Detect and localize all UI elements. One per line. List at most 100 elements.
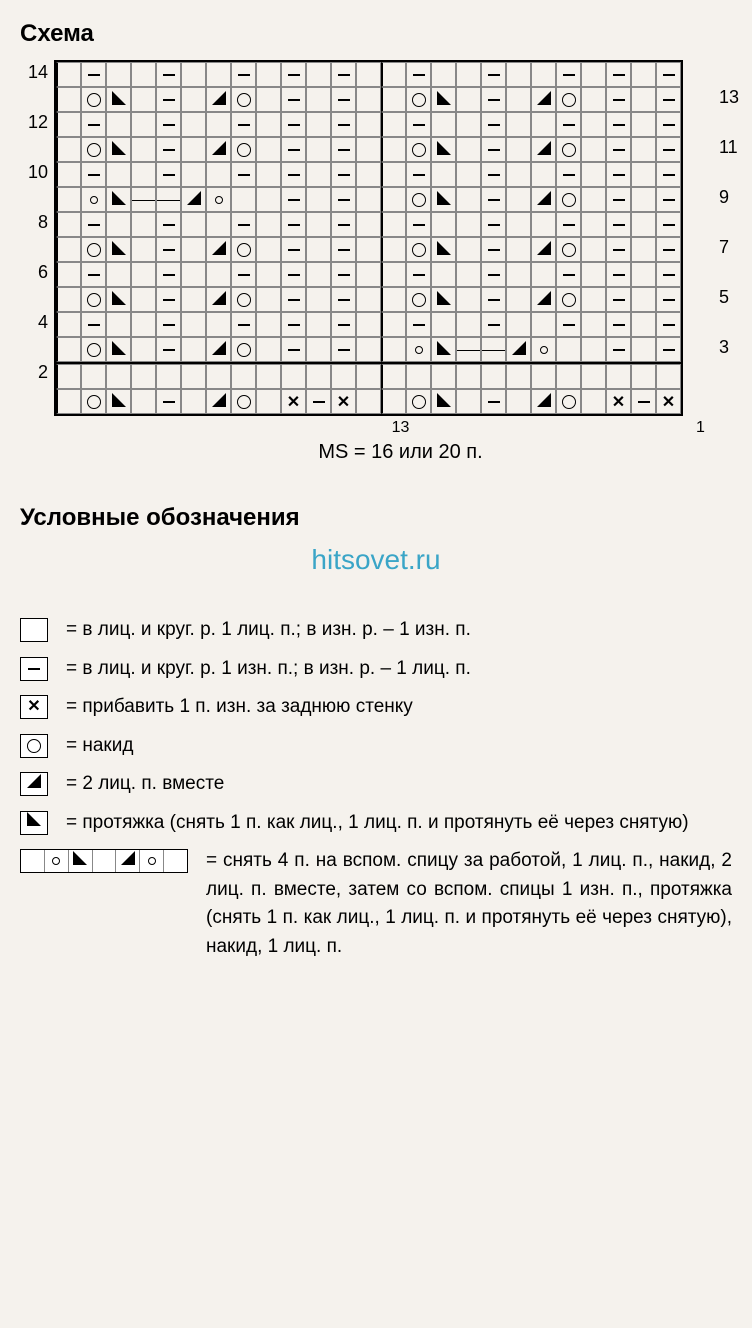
col-label (538, 419, 563, 437)
chart-cell (306, 112, 331, 137)
dash-icon (313, 401, 325, 403)
dash-icon (88, 124, 100, 126)
row-label (20, 85, 48, 110)
k2tog-icon (211, 392, 227, 411)
chart-cell (281, 62, 306, 87)
chart-cell (206, 287, 231, 312)
chart-cell (631, 112, 656, 137)
chart-cell (406, 137, 431, 162)
chart-cell (406, 112, 431, 137)
ssk-icon (436, 140, 452, 159)
yarn-over-icon (237, 293, 251, 307)
chart-cell (381, 62, 406, 87)
dash-icon (613, 299, 625, 301)
yarn-over-icon (148, 857, 156, 865)
yarn-over-icon (90, 196, 98, 204)
ssk-icon (111, 340, 127, 359)
chart-cell (431, 212, 456, 237)
dash-icon (563, 274, 575, 276)
chart-cell (631, 187, 656, 212)
chart-cell (606, 87, 631, 112)
dash-icon (338, 274, 350, 276)
chart-cell (406, 337, 431, 362)
chart-cell (406, 312, 431, 337)
dash-icon (338, 249, 350, 251)
chart-row (56, 187, 681, 212)
dash-icon (163, 174, 175, 176)
chart-cell (381, 287, 406, 312)
chart-cell (556, 212, 581, 237)
dash-icon (338, 99, 350, 101)
k2tog-icon (211, 140, 227, 159)
dash-icon (663, 199, 675, 201)
dash-icon (88, 224, 100, 226)
row-label: 7 (719, 235, 747, 260)
chart-cell (481, 312, 506, 337)
chart-cell (181, 389, 206, 414)
chart-cell (256, 212, 281, 237)
chart-cell (431, 337, 456, 362)
yarn-over-icon (237, 143, 251, 157)
legend-text: = в лиц. и круг. р. 1 изн. п.; в изн. р.… (66, 655, 732, 684)
col-label: 1 (688, 419, 713, 437)
legend-symbol (20, 657, 48, 681)
chart-cell (606, 162, 631, 187)
chart-cell (306, 262, 331, 287)
chart-cell (231, 137, 256, 162)
dash-icon (638, 401, 650, 403)
ssk-icon (111, 290, 127, 309)
chart-cell (181, 187, 206, 212)
dash-icon (338, 174, 350, 176)
chart-row (56, 212, 681, 237)
chart-cell (631, 237, 656, 262)
legend-item: = в лиц. и круг. р. 1 изн. п.; в изн. р.… (20, 655, 732, 684)
chart-cell (581, 187, 606, 212)
row-label (20, 335, 48, 360)
k2tog-icon (536, 392, 552, 411)
yarn-over-icon (237, 343, 251, 357)
chart-cell (456, 237, 481, 262)
dash-icon (28, 668, 40, 670)
dash-icon (88, 274, 100, 276)
chart-cell (281, 112, 306, 137)
dash-icon (488, 324, 500, 326)
knitting-chart: 1412108642 ✕✕✕✕ 131 MS = 16 или 20 п. 13… (20, 60, 732, 464)
chart-cell (406, 237, 431, 262)
chart-cell (331, 337, 356, 362)
chart-cell (131, 389, 156, 414)
yarn-over-icon (87, 343, 101, 357)
dash-icon (488, 74, 500, 76)
chart-row (56, 87, 681, 112)
dash-icon (663, 249, 675, 251)
col-label (413, 419, 438, 437)
dash-icon (613, 199, 625, 201)
chart-cell (531, 337, 556, 362)
dash-icon (338, 324, 350, 326)
chart-cell (456, 87, 481, 112)
row-label (20, 285, 48, 310)
chart-cell (281, 237, 306, 262)
chart-cell (406, 364, 431, 389)
chart-cell (131, 337, 156, 362)
chart-cell (131, 62, 156, 87)
chart-cell (206, 87, 231, 112)
chart-cell (581, 337, 606, 362)
chart-cell (531, 87, 556, 112)
legend-item: = протяжка (снять 1 п. как лиц., 1 лиц. … (20, 809, 732, 838)
col-label (113, 419, 138, 437)
yarn-over-icon (412, 193, 426, 207)
chart-cell (481, 287, 506, 312)
legend-symbol: ✕ (20, 695, 48, 719)
dash-icon (663, 174, 675, 176)
dash-icon (288, 74, 300, 76)
dash-icon (613, 324, 625, 326)
yarn-over-icon (87, 293, 101, 307)
col-label (363, 419, 388, 437)
chart-cell (231, 212, 256, 237)
dash-icon (338, 349, 350, 351)
chart-cell (256, 112, 281, 137)
chart-cell (606, 212, 631, 237)
yarn-over-icon (562, 143, 576, 157)
chart-cell (581, 87, 606, 112)
col-label (338, 419, 363, 437)
